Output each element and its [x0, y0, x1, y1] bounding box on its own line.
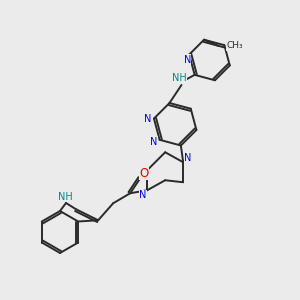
Text: NH: NH — [58, 192, 72, 202]
Text: N: N — [140, 190, 147, 200]
Text: NH: NH — [172, 73, 187, 83]
Text: N: N — [184, 153, 192, 163]
Text: N: N — [184, 55, 191, 64]
Text: O: O — [140, 167, 149, 180]
Text: CH₃: CH₃ — [226, 41, 243, 50]
Text: N: N — [144, 114, 152, 124]
Text: N: N — [150, 137, 157, 147]
